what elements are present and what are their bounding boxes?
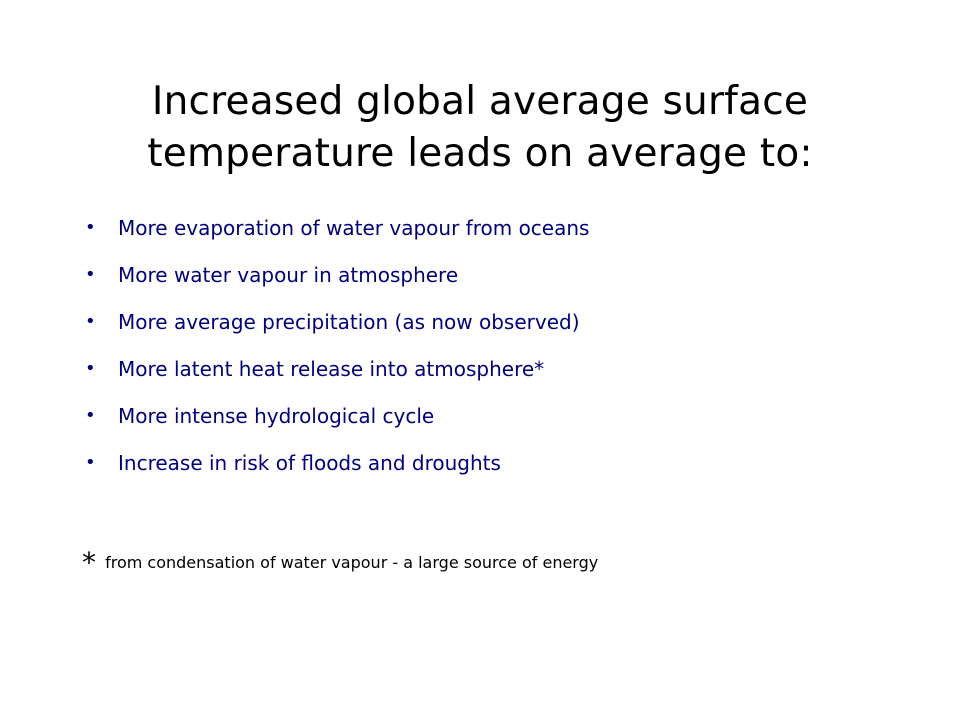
bullet-icon: •	[85, 264, 96, 285]
bullet-text: More evaporation of water vapour from oc…	[118, 216, 590, 240]
bullet-icon: •	[85, 217, 96, 238]
slide-title: Increased global average surface tempera…	[60, 76, 900, 180]
title-line-2: temperature leads on average to:	[147, 131, 813, 176]
bullet-icon: •	[85, 311, 96, 332]
bullet-text: More average precipitation (as now obser…	[118, 310, 580, 334]
bullet-icon: •	[85, 405, 96, 426]
bullet-text: Increase in risk of floods and droughts	[118, 451, 501, 475]
footnote-marker: *	[82, 546, 96, 579]
bullet-text: More latent heat release into atmosphere…	[118, 357, 545, 381]
footnote: * from condensation of water vapour - a …	[82, 546, 598, 579]
bullet-text: More intense hydrological cycle	[118, 404, 435, 428]
bullet-text: More water vapour in atmosphere	[118, 263, 459, 287]
bullet-icon: •	[85, 452, 96, 473]
bullet-icon: •	[85, 358, 96, 379]
footnote-text: from condensation of water vapour - a la…	[105, 553, 599, 572]
title-line-1: Increased global average surface	[151, 79, 809, 124]
